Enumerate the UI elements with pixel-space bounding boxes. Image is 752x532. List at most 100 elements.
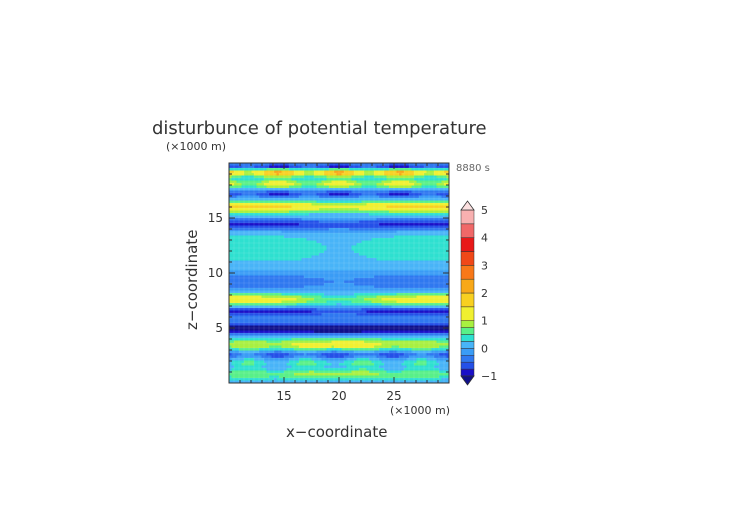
contour-cell [234, 168, 237, 171]
contour-cell [276, 293, 280, 296]
contour-cell [259, 280, 262, 284]
contour-cell [379, 258, 382, 261]
contour-cell [306, 223, 310, 226]
contour-cell [241, 205, 245, 209]
contour-cell [434, 238, 437, 241]
contour-cell [386, 248, 390, 251]
contour-cell [431, 230, 435, 234]
contour-cell [416, 260, 420, 264]
contour-cell [254, 298, 257, 301]
contour-cell [286, 218, 290, 221]
contour-cell [391, 280, 395, 284]
contour-cell [361, 265, 365, 269]
contour-cell [399, 258, 402, 261]
contour-cell [294, 300, 297, 304]
contour-cell [396, 198, 400, 201]
contour-cell [384, 198, 387, 201]
contour-cell [446, 168, 449, 171]
contour-cell [296, 223, 300, 226]
contour-cell [246, 258, 250, 261]
contour-cell [306, 300, 310, 304]
contour-cell [431, 178, 435, 181]
contour-cell [254, 245, 257, 249]
contour-cell [421, 225, 425, 229]
contour-cell [426, 255, 430, 259]
contour-cell [259, 270, 262, 274]
contour-cell [256, 248, 260, 251]
contour-cell [374, 218, 377, 221]
contour-cell [426, 213, 430, 216]
contour-cell [381, 240, 385, 244]
contour-cell [319, 180, 322, 184]
contour-cell [301, 163, 305, 166]
contour-cell [326, 240, 330, 244]
contour-cell [316, 253, 320, 256]
contour-cell [401, 255, 405, 259]
contour-cell [336, 195, 340, 199]
contour-cell [331, 213, 335, 216]
contour-cell [311, 183, 315, 186]
contour-cell [381, 200, 385, 204]
contour-cell [329, 240, 332, 244]
contour-cell [316, 178, 320, 181]
contour-cell [401, 283, 405, 286]
contour-cell [324, 213, 327, 216]
contour-cell [441, 295, 445, 299]
contour-cell [436, 175, 440, 179]
contour-cell [276, 243, 280, 246]
contour-cell [374, 198, 377, 201]
contour-cell [284, 238, 287, 241]
contour-cell [361, 255, 365, 259]
contour-cell [439, 270, 442, 274]
contour-cell [324, 270, 327, 274]
contour-cell [349, 243, 352, 246]
contour-cell [276, 245, 280, 249]
contour-cell [439, 173, 442, 176]
contour-cell [424, 275, 427, 279]
contour-cell [289, 290, 292, 294]
contour-cell [444, 203, 447, 206]
contour-cell [406, 173, 410, 176]
contour-cell [314, 250, 317, 254]
contour-cell [306, 273, 310, 276]
contour-cell [384, 188, 387, 191]
contour-cell [239, 168, 242, 171]
contour-cell [346, 175, 350, 179]
contour-cell [369, 175, 372, 179]
contour-cell [279, 200, 282, 204]
contour-cell [336, 178, 340, 181]
contour-cell [424, 233, 427, 236]
contour-cell [374, 220, 377, 224]
contour-cell [261, 220, 265, 224]
contour-cell [314, 163, 317, 166]
contour-cell [399, 240, 402, 244]
contour-cell [326, 213, 330, 216]
contour-cell [444, 293, 447, 296]
contour-cell [381, 265, 385, 269]
contour-cell [254, 210, 257, 214]
contour-cell [336, 215, 340, 219]
contour-cell [336, 255, 340, 259]
contour-cell [246, 290, 250, 294]
contour-cell [286, 253, 290, 256]
contour-cell [234, 230, 237, 234]
contour-cell [429, 180, 432, 184]
contour-cell [234, 210, 237, 214]
contour-cell [289, 240, 292, 244]
contour-cell [256, 183, 260, 186]
contour-cell [256, 258, 260, 261]
contour-cell [366, 250, 370, 254]
contour-cell [359, 180, 362, 184]
contour-cell [444, 205, 447, 209]
contour-cell [361, 213, 365, 216]
contour-cell [261, 228, 265, 231]
contour-cell [284, 283, 287, 286]
contour-cell [391, 293, 395, 296]
contour-cell [254, 175, 257, 179]
contour-cell [441, 285, 445, 289]
contour-cell [236, 170, 240, 174]
contour-cell [421, 168, 425, 171]
contour-cell [311, 228, 315, 231]
contour-cell [299, 218, 302, 221]
contour-cell [274, 258, 277, 261]
